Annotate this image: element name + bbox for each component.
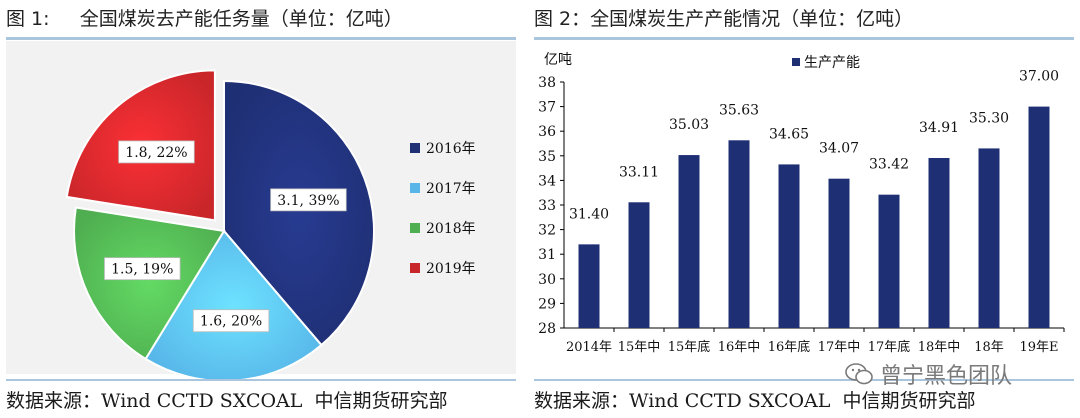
y-tick-label: 29: [538, 296, 556, 312]
watermark-text: 曾宁黑色团队: [880, 364, 1013, 389]
legend-label-生产产能: 生产产能: [804, 55, 860, 71]
pie-chart-panel: 3.1, 39% 1.6, 20% 1.5, 19% 1.8, 22% 2016年 201…: [6, 41, 516, 382]
source-divider: [534, 379, 1074, 381]
bar-data-label: 33.42: [869, 157, 909, 173]
legend-label-2016年: 2016年: [426, 141, 476, 157]
bar-19年E: [1028, 106, 1050, 328]
bar-data-label: 35.63: [719, 102, 759, 118]
legend-label-2017年: 2017年: [426, 181, 476, 197]
x-tick-label: 16年底: [768, 339, 811, 355]
figure-2-title: 图 2：全国煤炭生产产能情况（单位：亿吨）: [534, 8, 914, 30]
pie-data-label: 1.8, 22%: [118, 140, 195, 164]
bar-15年底: [678, 155, 700, 328]
legend-swatch-2018年: [410, 223, 420, 233]
x-tick-label: 19年E: [1019, 340, 1058, 355]
bar-data-label: 33.11: [619, 164, 659, 180]
bar-18年: [978, 148, 1000, 328]
bar-data-label: 35.03: [669, 117, 709, 133]
figure-2-source: 数据来源：Wind CCTD SXCOAL 中信期货研究部: [534, 390, 976, 412]
pie-chart: 3.1, 39% 1.6, 20% 1.5, 19% 1.8, 22% 2016年 201…: [65, 69, 476, 382]
y-tick-label: 38: [538, 75, 556, 91]
y-tick-label: 37: [538, 100, 556, 116]
bar-16年中: [728, 140, 750, 328]
x-tick-label: 17年底: [868, 339, 911, 355]
bar-data-label: 35.30: [969, 110, 1009, 126]
pie-data-label-text: 3.1, 39%: [277, 193, 339, 209]
x-tick-label: 15年中: [618, 340, 661, 355]
y-tick-label: 33: [538, 198, 556, 214]
x-tick-label: 18年: [974, 340, 1004, 355]
pie-data-label-text: 1.5, 19%: [111, 262, 173, 278]
bar-chart-panel: 亿吨 28 29 30 31 32 33 34 35 36 37 38 生产产能 31.40 2014年 33…: [534, 41, 1074, 374]
legend-label-2018年: 2018年: [426, 221, 476, 237]
x-tick-label: 2014年: [566, 340, 612, 355]
source-divider: [6, 379, 516, 381]
wechat-logo-icon: [845, 363, 873, 385]
bar-data-label: 34.91: [919, 120, 959, 136]
legend-swatch-2019年: [410, 263, 420, 273]
pie-slice-2016年: [223, 79, 375, 347]
pie-data-label: 1.6, 20%: [192, 309, 270, 333]
bar-data-label: 31.40: [569, 206, 609, 222]
figure-1-source: 数据来源：Wind CCTD SXCOAL 中信期货研究部: [6, 390, 448, 412]
x-tick-label: 16年中: [718, 340, 761, 355]
y-tick-label: 31: [538, 247, 556, 263]
bar-17年中: [828, 178, 850, 328]
bar-2014年: [578, 244, 600, 328]
title-divider: [6, 37, 516, 40]
bar-16年底: [778, 164, 800, 328]
bar-data-label: 34.65: [769, 126, 809, 142]
pie-data-label: 1.5, 19%: [104, 257, 181, 281]
y-tick-label: 32: [538, 223, 556, 239]
pie-data-label-text: 1.8, 22%: [125, 145, 187, 161]
pie-slice-2018年: [73, 206, 226, 361]
bar-17年底: [878, 194, 900, 328]
y-axis-label: 亿吨: [544, 52, 572, 68]
watermark: 曾宁黑色团队: [844, 358, 1012, 390]
y-tick-label: 28: [538, 321, 556, 337]
y-tick-label: 30: [538, 272, 556, 288]
x-tick-label: 15年底: [668, 339, 711, 355]
bar-chart: 亿吨 28 29 30 31 32 33 34 35 36 37 38 生产产能 31.40 2014年 33…: [538, 52, 1065, 355]
legend-swatch-2017年: [410, 183, 420, 193]
bar-data-label: 34.07: [819, 141, 859, 157]
title-divider: [534, 37, 1074, 40]
legend-swatch-2016年: [410, 143, 420, 153]
y-tick-label: 36: [538, 124, 556, 140]
pie-data-label: 3.1, 39%: [270, 188, 347, 212]
bar-data-label: 37.00: [1019, 69, 1059, 85]
x-tick-label: 17年中: [818, 340, 861, 355]
figure-1-title: 图 1: 全国煤炭去产能任务量（单位：亿吨）: [6, 8, 403, 30]
pie-data-label-text: 1.6, 20%: [200, 314, 262, 330]
y-tick-label: 34: [538, 173, 556, 189]
x-tick-label: 18年中: [918, 340, 961, 355]
legend-swatch-生产产能: [792, 58, 800, 66]
y-tick-label: 35: [538, 149, 556, 165]
bar-18年中: [928, 158, 950, 328]
legend-label-2019年: 2019年: [426, 261, 476, 277]
bar-15年中: [628, 202, 650, 328]
